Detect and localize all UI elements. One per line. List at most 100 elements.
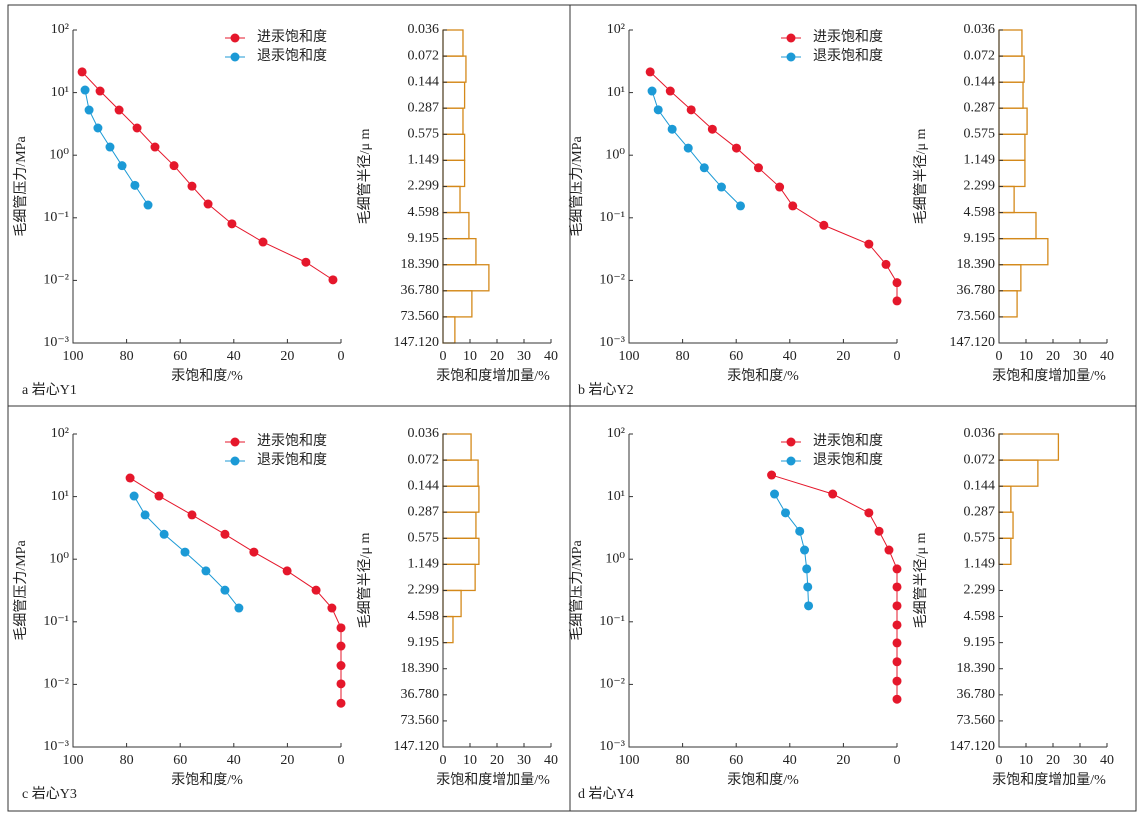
x-axis-label: 汞饱和度/% — [171, 772, 243, 788]
data-point — [884, 545, 894, 555]
hist-bar — [442, 81, 466, 109]
y-tick-label: 10⁰ — [605, 147, 625, 162]
data-point — [311, 585, 321, 595]
y-tick-label: 36.780 — [957, 283, 996, 298]
y-tick-label: 0.036 — [408, 22, 440, 37]
series-line — [651, 90, 741, 207]
y-tick-label: 9.195 — [408, 635, 440, 650]
y-tick-label: 10⁰ — [605, 551, 625, 566]
y-tick-label: 1.149 — [408, 557, 440, 572]
y-tick-label: 18.390 — [957, 661, 996, 676]
y-axis-label: 毛细管半径/μ m — [357, 129, 373, 225]
x-axis-label: 汞饱和度/% — [171, 368, 243, 384]
caption: a 岩心Y1 — [22, 382, 77, 398]
data-point — [665, 86, 675, 96]
data-point — [234, 603, 244, 613]
x-tick-label: 40 — [544, 349, 558, 364]
x-tick-label: 0 — [996, 349, 1003, 364]
hist-bar — [442, 211, 470, 240]
data-point — [804, 601, 814, 611]
legend-marker — [230, 437, 240, 447]
legend-label: 进汞饱和度 — [257, 433, 327, 449]
data-point — [220, 529, 230, 539]
data-point — [770, 489, 780, 499]
x-tick-label: 100 — [63, 753, 84, 768]
data-point — [707, 124, 717, 134]
legend-label: 进汞饱和度 — [813, 433, 883, 449]
axis — [998, 434, 1107, 748]
data-point — [892, 638, 902, 648]
y-axis-label: 毛细管半径/μ m — [913, 129, 929, 225]
x-tick-label: 40 — [1100, 753, 1114, 768]
data-point — [892, 620, 902, 630]
legend-label: 进汞饱和度 — [257, 29, 327, 45]
legend-marker — [786, 437, 796, 447]
y-tick-label: 18.390 — [957, 257, 996, 272]
data-point — [143, 200, 153, 210]
x-tick-label: 100 — [619, 753, 640, 768]
data-point — [881, 259, 891, 269]
data-point — [249, 547, 259, 557]
legend-label: 退汞饱和度 — [257, 452, 327, 468]
data-point — [667, 124, 677, 134]
data-point — [788, 201, 798, 211]
x-tick-label: 10 — [463, 349, 477, 364]
x-axis-label: 汞饱和度/% — [727, 368, 799, 384]
hist-bar — [442, 264, 490, 292]
x-tick-label: 0 — [440, 753, 447, 768]
data-point — [95, 86, 105, 96]
data-point — [258, 237, 268, 247]
hist-bar — [442, 133, 466, 162]
x-tick-label: 20 — [280, 753, 294, 768]
y-tick-label: 10⁻³ — [599, 335, 625, 350]
hist-bar — [442, 485, 480, 513]
y-tick-label: 10⁻² — [43, 677, 69, 692]
x-axis-label: 汞饱和度增加量/% — [992, 368, 1106, 384]
y-tick-label: 73.560 — [957, 309, 996, 324]
y-tick-label: 10¹ — [607, 489, 625, 504]
data-point — [874, 526, 884, 536]
series-line — [81, 71, 334, 281]
series-line — [129, 477, 342, 704]
x-tick-label: 100 — [63, 349, 84, 364]
data-point — [282, 566, 292, 576]
data-point — [819, 220, 829, 230]
data-point — [892, 278, 902, 288]
y-tick-label: 147.120 — [394, 739, 440, 754]
data-point — [892, 601, 902, 611]
x-tick-label: 60 — [173, 753, 187, 768]
y-tick-label: 10⁰ — [49, 147, 69, 162]
y-tick-label: 0.287 — [408, 504, 440, 519]
y-tick-label: 36.780 — [401, 283, 440, 298]
y-tick-label: 147.120 — [950, 739, 996, 754]
y-tick-label: 10⁻³ — [599, 739, 625, 754]
data-point — [187, 510, 197, 520]
data-point — [130, 180, 140, 190]
y-tick-label: 10⁻³ — [43, 335, 69, 350]
hist-bar — [998, 537, 1012, 566]
y-tick-label: 2.299 — [964, 583, 996, 598]
x-tick-label: 80 — [676, 349, 690, 364]
data-point — [187, 181, 197, 191]
y-axis-label: 毛细管压力/MPa — [569, 540, 585, 641]
x-tick-label: 10 — [1019, 753, 1033, 768]
y-tick-label: 9.195 — [964, 231, 996, 246]
x-tick-label: 60 — [729, 349, 743, 364]
x-axis-label: 汞饱和度增加量/% — [436, 772, 550, 788]
y-axis-label: 毛细管半径/μ m — [357, 533, 373, 629]
y-tick-label: 18.390 — [401, 257, 440, 272]
x-tick-label: 80 — [120, 349, 134, 364]
x-tick-label: 40 — [783, 753, 797, 768]
series-line — [649, 71, 898, 301]
data-point — [201, 566, 211, 576]
y-tick-label: 4.598 — [408, 205, 440, 220]
x-tick-label: 60 — [729, 753, 743, 768]
hist-bar — [998, 55, 1025, 83]
data-point — [220, 585, 230, 595]
x-tick-label: 10 — [463, 753, 477, 768]
axis — [72, 30, 341, 344]
hist-bar — [442, 433, 472, 461]
x-tick-label: 0 — [338, 753, 345, 768]
data-point — [795, 526, 805, 536]
y-tick-label: 10⁻² — [599, 677, 625, 692]
